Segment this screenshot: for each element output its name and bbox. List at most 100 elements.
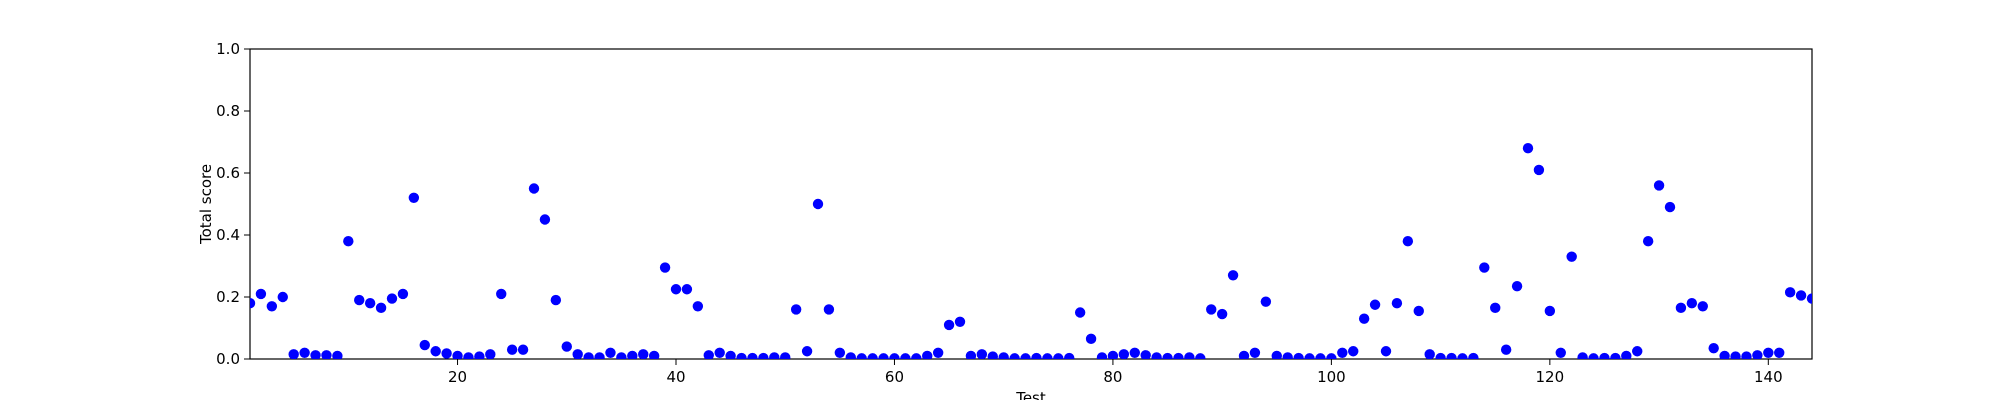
data-point bbox=[1522, 143, 1534, 154]
data-point bbox=[889, 353, 900, 359]
data-point bbox=[354, 294, 365, 306]
data-point bbox=[1326, 353, 1337, 359]
y-tick-label: 0.2 bbox=[216, 288, 240, 306]
data-point bbox=[911, 353, 922, 359]
data-point bbox=[769, 352, 780, 359]
data-point bbox=[1806, 293, 1812, 304]
data-point bbox=[1151, 352, 1162, 359]
y-axis-label: Total score bbox=[197, 164, 215, 245]
data-point bbox=[867, 353, 878, 359]
data-point bbox=[1129, 347, 1140, 358]
data-point bbox=[648, 350, 660, 359]
x-axis-label: Test bbox=[1015, 389, 1046, 400]
data-point bbox=[250, 298, 256, 309]
data-point bbox=[255, 288, 267, 300]
x-tick-label: 40 bbox=[666, 368, 685, 386]
data-point bbox=[1446, 352, 1457, 359]
data-point bbox=[659, 262, 671, 273]
data-point bbox=[1206, 304, 1217, 315]
data-point bbox=[594, 352, 605, 359]
x-tick-label: 100 bbox=[1317, 368, 1346, 386]
data-point bbox=[1315, 353, 1326, 359]
data-point bbox=[747, 352, 758, 359]
data-point bbox=[1238, 350, 1250, 359]
data-point bbox=[1304, 353, 1315, 359]
data-point bbox=[332, 350, 343, 359]
data-point bbox=[1348, 346, 1359, 357]
data-point bbox=[954, 316, 966, 327]
data-point bbox=[976, 349, 988, 359]
data-point bbox=[1053, 353, 1064, 359]
data-point bbox=[1358, 313, 1370, 324]
data-points bbox=[250, 143, 1812, 359]
data-point bbox=[1424, 349, 1435, 359]
data-point bbox=[1085, 333, 1097, 345]
plot-frame bbox=[249, 48, 1813, 360]
data-point bbox=[1380, 346, 1392, 357]
data-point bbox=[1632, 346, 1643, 357]
data-point bbox=[474, 351, 485, 359]
data-point bbox=[539, 214, 551, 225]
data-point bbox=[801, 346, 813, 357]
plot-area: 20 40 60 80 100 120 140 0.0 0.2 0.4 0.6 0.8 1.0 bbox=[216, 40, 1813, 386]
data-point bbox=[572, 349, 583, 359]
data-point bbox=[616, 352, 627, 359]
data-point bbox=[965, 350, 977, 359]
data-point bbox=[845, 352, 856, 359]
data-point bbox=[288, 349, 299, 359]
data-point bbox=[1249, 347, 1261, 358]
data-point bbox=[1020, 353, 1031, 359]
data-point bbox=[1031, 352, 1042, 359]
data-point bbox=[823, 304, 835, 315]
data-point bbox=[1227, 270, 1239, 281]
data-point bbox=[1096, 352, 1108, 359]
data-point bbox=[922, 350, 933, 359]
data-point bbox=[1697, 301, 1708, 312]
data-point bbox=[485, 349, 496, 359]
data-point bbox=[1555, 347, 1566, 358]
data-point bbox=[703, 350, 714, 359]
data-point bbox=[987, 351, 998, 359]
data-point bbox=[790, 304, 802, 315]
y-tick-label: 0.6 bbox=[216, 164, 240, 182]
data-point bbox=[605, 347, 616, 358]
data-point bbox=[1271, 350, 1282, 359]
data-point bbox=[812, 198, 824, 210]
data-point bbox=[266, 301, 278, 312]
data-point bbox=[408, 192, 420, 203]
y-tick-label: 1.0 bbox=[216, 40, 240, 58]
data-point bbox=[1544, 305, 1556, 317]
data-point bbox=[1107, 350, 1119, 359]
data-point bbox=[1402, 236, 1414, 247]
y-tick-label: 0.0 bbox=[216, 350, 240, 368]
data-point bbox=[550, 294, 562, 306]
data-point bbox=[1391, 298, 1403, 309]
data-point bbox=[1610, 352, 1621, 359]
data-point bbox=[1719, 350, 1730, 359]
data-point bbox=[714, 347, 725, 358]
data-point bbox=[1118, 349, 1130, 359]
data-point bbox=[1566, 251, 1577, 262]
data-point bbox=[681, 284, 693, 295]
data-point bbox=[692, 301, 704, 312]
data-point bbox=[386, 293, 398, 304]
data-point bbox=[517, 344, 529, 355]
data-point bbox=[1490, 302, 1501, 314]
data-point bbox=[364, 298, 376, 309]
data-point bbox=[1479, 262, 1490, 273]
data-point bbox=[583, 352, 594, 359]
y-tick-label: 0.4 bbox=[216, 226, 240, 244]
data-point bbox=[932, 347, 944, 358]
data-point bbox=[1653, 180, 1665, 191]
y-tick-label: 0.8 bbox=[216, 102, 240, 120]
data-point bbox=[1774, 347, 1785, 358]
data-point bbox=[856, 353, 867, 359]
data-point bbox=[1599, 352, 1610, 359]
data-point bbox=[430, 346, 441, 357]
data-point bbox=[1752, 350, 1763, 359]
data-point bbox=[1293, 352, 1304, 359]
data-point bbox=[1064, 352, 1075, 359]
data-point bbox=[277, 291, 288, 303]
data-point bbox=[1741, 351, 1752, 359]
data-point bbox=[463, 352, 474, 359]
